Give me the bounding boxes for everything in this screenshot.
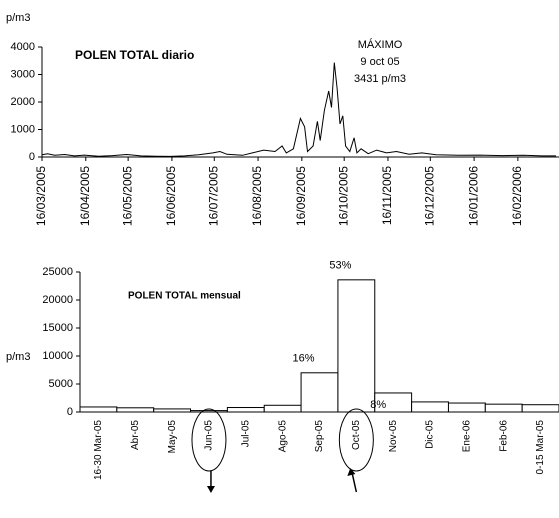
x-tick-label: 16/04/2005 — [78, 166, 92, 226]
x-tick-label: Jun-05 — [204, 420, 215, 451]
arrow — [351, 473, 358, 493]
x-tick-label: 16/08/2005 — [250, 166, 264, 226]
bar-annotation: 16% — [292, 353, 314, 365]
x-tick-label: Oct-05 — [351, 420, 362, 450]
annotation: 9 oct 05 — [360, 56, 399, 68]
y-axis-label: p/m3 — [6, 12, 30, 24]
chart-title: POLEN TOTAL mensual — [128, 291, 241, 302]
y-axis-label: p/m3 — [6, 351, 30, 363]
x-tick-label: May-05 — [167, 420, 178, 454]
y-tick-label: 10000 — [42, 350, 73, 362]
bar — [116, 407, 155, 413]
arrow-head — [347, 468, 356, 476]
bar — [411, 401, 449, 413]
x-tick-label: Nov-05 — [388, 420, 399, 453]
bar-annotation: 53% — [329, 260, 351, 272]
x-tick-label: Jul-05 — [240, 420, 251, 448]
arrow-head — [206, 486, 215, 493]
bar-annotation: 8% — [370, 399, 386, 411]
y-tick-label: 5000 — [49, 378, 73, 390]
y-tick-label: 0 — [67, 406, 73, 418]
x-tick-label: 16/07/2005 — [206, 166, 220, 226]
x-tick-label: 16/01/2006 — [466, 166, 480, 226]
x-tick-label: 16-30 Mar-05 — [93, 420, 104, 480]
x-tick-label: 16/09/2005 — [294, 166, 308, 226]
bar — [521, 404, 559, 413]
x-tick-label: Dic-05 — [425, 420, 436, 449]
y-tick-label: 20000 — [42, 294, 73, 306]
bar — [447, 402, 486, 413]
y-tick-label: 0 — [29, 151, 35, 163]
annotation: MÁXIMO — [358, 38, 403, 51]
line-series — [41, 62, 556, 157]
x-tick-label: Ene-06 — [462, 420, 473, 453]
y-tick-label: 2000 — [11, 96, 35, 108]
x-tick-label: 16/11/2005 — [380, 166, 394, 225]
highlight-circle — [338, 408, 374, 472]
bar — [337, 279, 376, 413]
chart-title: POLEN TOTAL diario — [75, 48, 194, 62]
y-tick-label: 1000 — [11, 123, 35, 135]
annotation: 3431 p/m3 — [354, 73, 406, 85]
highlight-circle — [191, 408, 227, 472]
y-tick-label: 25000 — [42, 266, 73, 278]
x-tick-label: 16/06/2005 — [164, 166, 178, 226]
y-tick-label: 15000 — [42, 322, 73, 334]
x-tick-label: Abr-05 — [130, 420, 141, 450]
x-tick-label: 16/10/2005 — [336, 166, 350, 226]
x-tick-label: 16/05/2005 — [120, 166, 134, 226]
bar — [263, 404, 302, 413]
bar — [300, 372, 339, 413]
x-tick-label: Feb-06 — [498, 420, 509, 452]
x-tick-label: 16/03/2005 — [34, 166, 48, 226]
bar — [79, 406, 118, 413]
x-tick-label: Ago-05 — [277, 420, 288, 453]
x-tick-label: 0-15 Mar-05 — [535, 420, 546, 475]
y-tick-label: 3000 — [11, 68, 35, 80]
x-tick-label: 16/02/2006 — [510, 166, 524, 226]
y-tick-label: 4000 — [11, 41, 35, 53]
x-tick-label: Sep-05 — [314, 420, 325, 453]
bar — [226, 407, 265, 413]
bar — [484, 403, 523, 413]
x-tick-label: 16/12/2005 — [422, 166, 436, 226]
